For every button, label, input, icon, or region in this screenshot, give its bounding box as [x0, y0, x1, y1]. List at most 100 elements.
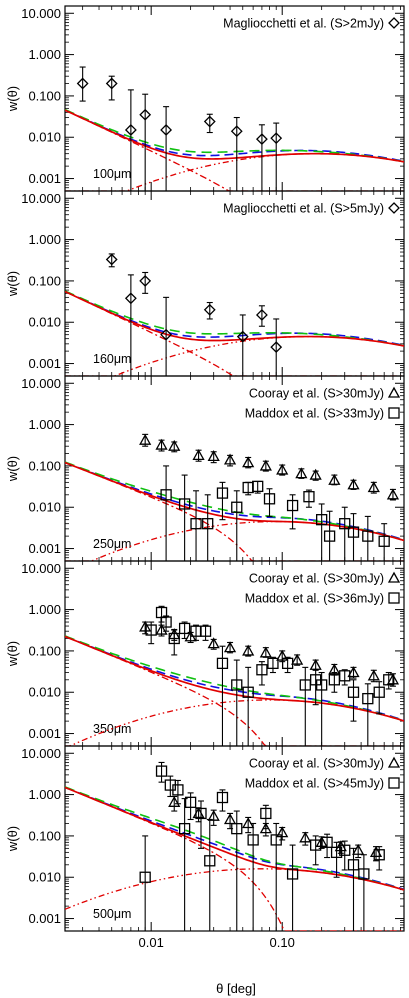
data-point-square — [267, 657, 279, 670]
data-points — [139, 761, 385, 931]
data-point-triangle — [352, 843, 365, 855]
data-point-square — [231, 822, 243, 835]
legend-marker-square — [388, 407, 400, 419]
y-tick-label: 1.000 — [28, 232, 61, 247]
y-tick-label: 0.001 — [28, 726, 61, 741]
dashed-green-curve — [65, 635, 404, 722]
data-point-square — [160, 489, 172, 501]
data-point-square — [216, 657, 229, 670]
plot-frame — [64, 745, 405, 932]
y-axis-title: w(θ) — [5, 271, 20, 297]
data-point-triangle — [299, 831, 312, 843]
data-point-triangle — [259, 646, 272, 658]
data-point-triangle — [168, 439, 181, 451]
data-point-triangle — [309, 468, 322, 480]
legend-marker-triangle — [387, 386, 401, 398]
data-point-diamond — [236, 330, 249, 343]
data-point-square — [286, 868, 299, 880]
y-tick-label: 0.100 — [28, 458, 61, 473]
data-point-square — [339, 844, 351, 856]
data-point-square — [347, 859, 360, 871]
data-point-square — [358, 868, 370, 880]
data-points — [139, 433, 400, 561]
data-points — [76, 66, 283, 191]
model-curves — [65, 290, 404, 376]
data-point-square — [178, 622, 191, 635]
total-model-curve — [65, 290, 404, 347]
data-point-square — [316, 679, 328, 691]
y-tick-label: 0.100 — [28, 828, 61, 843]
data-point-square — [316, 514, 328, 526]
legend-marker-diamond — [388, 17, 400, 29]
model-curves — [65, 635, 404, 746]
data-point-triangle — [328, 473, 341, 485]
data-point-square — [260, 807, 272, 820]
total-model-curve — [65, 786, 404, 891]
data-point-diamond — [230, 125, 243, 138]
data-point-triangle — [386, 673, 400, 685]
two-halo-curve — [65, 335, 404, 376]
legend-label: Cooray et al. (S>30mJy) — [249, 387, 384, 401]
data-point-triangle — [207, 637, 220, 649]
legend-marker-triangle — [387, 571, 401, 583]
panel-4: 10.0001.0000.1000.0100.001w(θ)350μmCoora… — [5, 560, 405, 747]
x-axis-labels: 0.01 0.10 — [139, 935, 295, 950]
y-tick-label: 0.010 — [28, 870, 61, 885]
y-tick-label: 1.000 — [28, 787, 61, 802]
data-point-square — [378, 535, 390, 547]
data-point-diamond — [203, 303, 216, 316]
data-point-square — [373, 686, 385, 698]
data-point-diamond — [203, 115, 216, 128]
model-curves — [65, 786, 404, 931]
data-point-square — [347, 526, 360, 538]
data-point-diamond — [105, 253, 118, 266]
data-point-triangle — [347, 666, 360, 678]
y-tick-label: 10.000 — [21, 561, 61, 576]
data-point-triangle — [386, 488, 400, 500]
legend-marker-square — [388, 777, 400, 789]
y-tick-label: 0.001 — [28, 541, 61, 556]
data-point-square — [323, 530, 336, 542]
y-tick-label: 0.100 — [28, 88, 61, 103]
data-point-square — [168, 632, 180, 645]
data-point-diamond — [255, 309, 268, 321]
y-axis-title: w(θ) — [5, 641, 20, 667]
data-point-square — [199, 625, 212, 637]
panels: 10.000 1.000 0.100 0.010 0.001 w(θ) 100μm Magli… — [5, 5, 405, 932]
data-point-triangle — [242, 456, 255, 468]
data-point-square — [172, 784, 184, 796]
band-label: 100μm — [93, 167, 131, 181]
legend-marker-triangle — [387, 756, 401, 768]
data-point-square — [190, 518, 202, 530]
data-point-square — [231, 679, 243, 691]
data-point-triangle — [168, 795, 181, 807]
total-model-curve — [65, 635, 404, 722]
y-tick-label: 0.100 — [28, 643, 61, 658]
data-point-triangle — [139, 620, 152, 632]
data-point-square — [216, 791, 229, 804]
data-point-square — [204, 855, 216, 867]
data-points — [105, 253, 283, 376]
data-point-square — [178, 498, 191, 510]
data-point-square — [160, 616, 172, 628]
data-point-diamond — [139, 274, 152, 287]
data-point-square — [383, 674, 395, 686]
data-point-diamond — [139, 108, 152, 121]
data-point-triangle — [207, 809, 220, 821]
plot-frame — [64, 5, 405, 192]
data-point-diamond — [270, 132, 283, 145]
data-point-triangle — [291, 653, 304, 665]
legend-label: Cooray et al. (S>30mJy) — [249, 572, 384, 586]
dashed-green-curve — [65, 290, 404, 347]
data-point-triangle — [207, 450, 220, 462]
y-tick-label: 0.010 — [28, 315, 61, 330]
data-point-triangle — [223, 453, 237, 465]
data-point-square — [281, 657, 294, 670]
data-point-square — [256, 664, 268, 676]
model-curves — [65, 108, 404, 191]
data-point-triangle — [223, 641, 237, 653]
panel-3: 10.000 1.000 0.100 0.010 0.001 w(θ) 250μm Coora… — [5, 375, 405, 562]
y-tick-label: 10.000 — [21, 376, 61, 391]
y-tick-label: 1.000 — [28, 602, 61, 617]
band-label: 500μm — [93, 907, 131, 921]
